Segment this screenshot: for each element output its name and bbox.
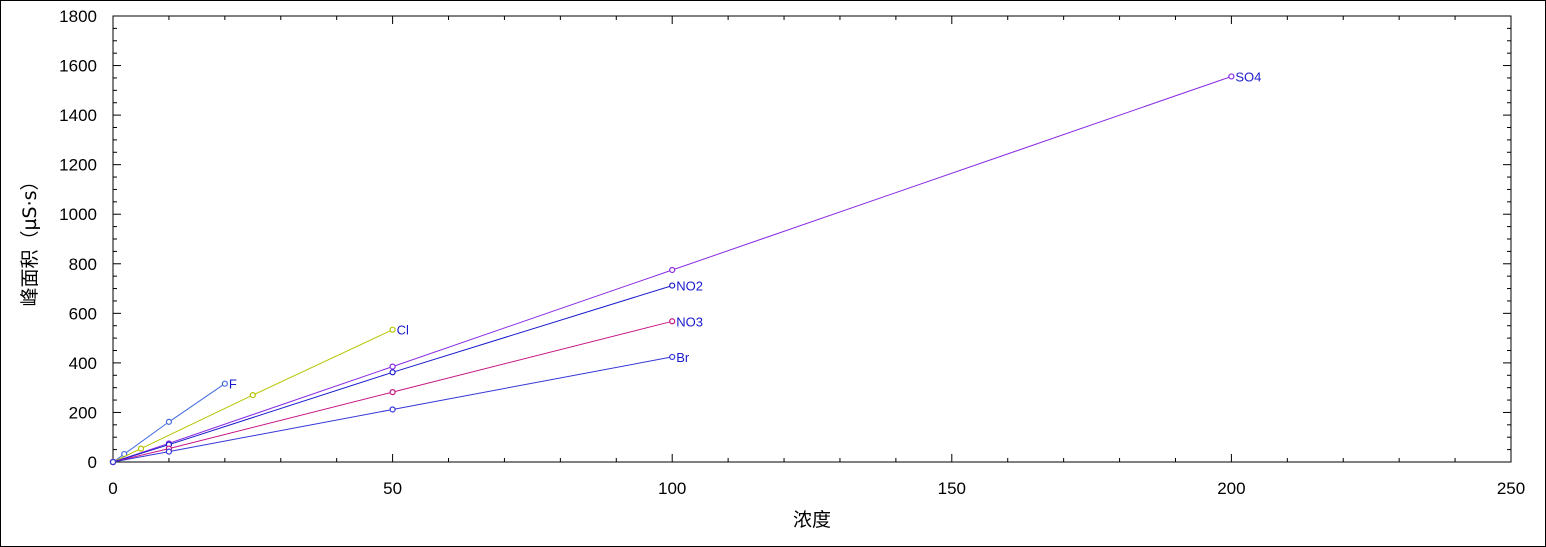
data-point	[221, 380, 228, 387]
series-label: Br	[676, 350, 690, 365]
y-tick-label: 1600	[59, 57, 97, 76]
data-point	[165, 448, 173, 455]
series-cl: Cl	[109, 323, 409, 466]
x-tick-label: 100	[658, 479, 686, 498]
y-tick-label: 200	[69, 403, 97, 422]
x-tick-label: 150	[938, 479, 966, 498]
y-tick-label: 1200	[59, 156, 97, 175]
y-tick-label: 1000	[59, 205, 97, 224]
series-label: F	[229, 377, 237, 392]
y-tick-label: 400	[69, 354, 97, 373]
data-point	[669, 266, 676, 274]
series-no3: NO3	[109, 314, 703, 466]
series-no2: NO2	[109, 279, 703, 466]
data-point	[109, 458, 117, 466]
y-tick-label: 0	[88, 453, 97, 472]
data-point	[165, 418, 173, 425]
series-label: Cl	[397, 323, 409, 338]
data-point	[389, 389, 396, 396]
data-point	[137, 445, 145, 452]
x-tick-label: 0	[108, 479, 117, 498]
series-f: F	[109, 377, 237, 466]
data-point	[389, 326, 396, 333]
y-tick-label: 600	[69, 304, 97, 323]
x-tick-label: 50	[383, 479, 402, 498]
series-line	[112, 329, 393, 463]
x-axis-title: 浓度	[793, 509, 831, 531]
data-point	[669, 353, 676, 361]
y-tick-label: 1800	[59, 7, 97, 26]
series-br: Br	[109, 350, 690, 466]
series-line	[112, 285, 673, 463]
y-tick-label: 1400	[59, 106, 97, 125]
ticks: 0 200 400 600 800 1000 1200 1400 1600 1800 0 50 100 1…	[59, 7, 1525, 498]
series-so4: SO4	[109, 69, 1261, 466]
data-point	[669, 282, 676, 289]
data-point	[249, 392, 256, 399]
series-line	[112, 356, 673, 463]
y-axis-title: 峰面积（µS·s）	[19, 171, 41, 306]
y-tick-label: 800	[69, 255, 97, 274]
series-label: SO4	[1235, 69, 1261, 84]
data-point	[1228, 73, 1235, 80]
data-point	[389, 369, 396, 376]
x-tick-label: 250	[1497, 479, 1525, 498]
data-point	[389, 406, 396, 413]
series-label: NO3	[676, 314, 703, 329]
x-tick-label: 200	[1217, 479, 1245, 498]
data-point	[669, 318, 676, 325]
data-point	[389, 363, 396, 370]
series-line	[112, 383, 226, 463]
series-layer: F Cl SO4 NO2 NO3 Br	[109, 69, 1261, 466]
series-label: NO2	[676, 279, 703, 294]
series-line	[112, 320, 673, 463]
